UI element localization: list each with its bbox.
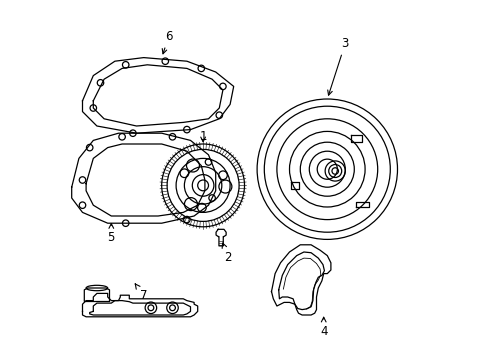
Text: 5: 5: [107, 224, 115, 244]
Text: 1: 1: [199, 130, 206, 143]
Text: 6: 6: [162, 30, 172, 54]
Text: 3: 3: [327, 37, 348, 95]
Text: 7: 7: [135, 284, 147, 302]
Text: 2: 2: [222, 243, 232, 264]
Text: 4: 4: [319, 317, 327, 338]
